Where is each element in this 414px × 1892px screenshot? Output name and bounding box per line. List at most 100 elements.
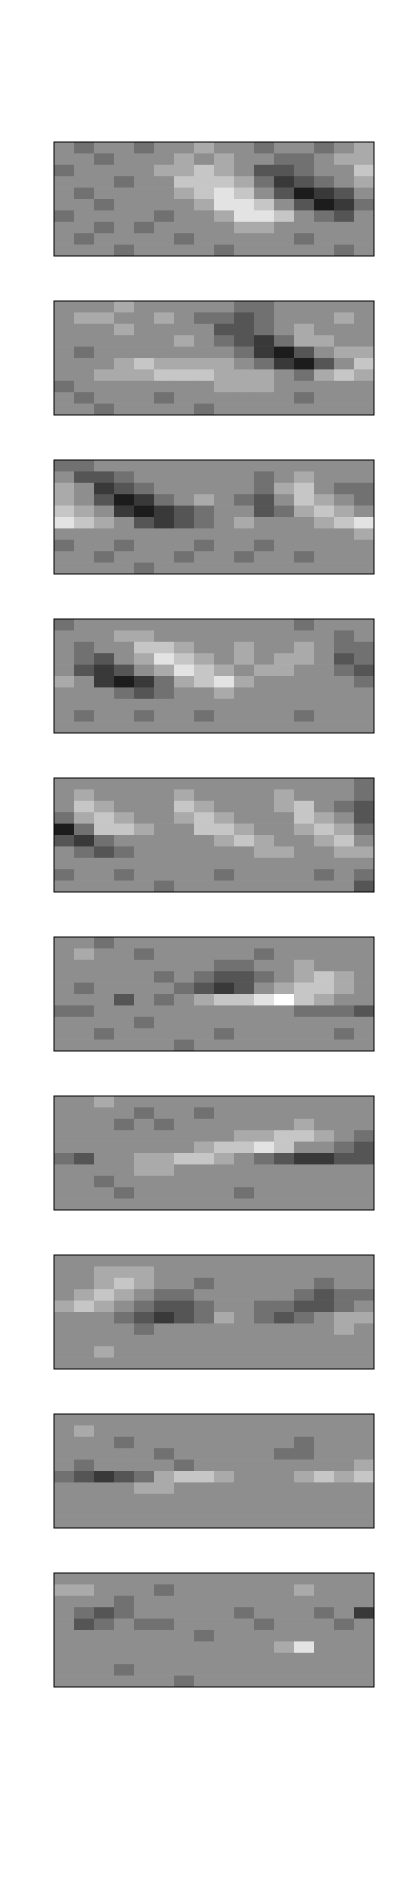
heatmap-cell xyxy=(254,1096,275,1108)
heatmap-cell xyxy=(214,1675,235,1688)
heatmap-cell xyxy=(354,494,375,506)
heatmap-cell xyxy=(54,539,75,552)
heatmap-cell xyxy=(154,959,175,972)
heatmap-cell xyxy=(194,857,215,870)
heatmap-cell xyxy=(54,494,75,506)
heatmap-cell xyxy=(334,698,355,711)
heatmap-cell xyxy=(114,1493,135,1506)
heatmap-cell xyxy=(134,1425,155,1438)
heatmap-cell xyxy=(274,221,295,234)
heatmap-cell xyxy=(214,244,235,257)
heatmap-cell xyxy=(94,994,115,1006)
heatmap-cell xyxy=(214,835,235,847)
heatmap-cell xyxy=(194,1028,215,1040)
heatmap-cell xyxy=(354,323,375,336)
heatmap-cell xyxy=(334,221,355,234)
heatmap-cell xyxy=(354,1425,375,1438)
heatmap xyxy=(53,777,375,893)
heatmap-cell xyxy=(334,471,355,484)
heatmap-cell xyxy=(174,687,195,700)
heatmap-cell xyxy=(114,1425,135,1438)
heatmap-cell xyxy=(334,1141,355,1154)
heatmap-cell xyxy=(354,687,375,700)
heatmap-cell xyxy=(354,392,375,404)
heatmap-cell xyxy=(234,1300,255,1313)
heatmap-cell xyxy=(274,403,295,416)
heatmap-cell xyxy=(354,619,375,631)
heatmap-cell xyxy=(194,392,215,404)
heatmap-cell xyxy=(274,1493,295,1506)
heatmap-cell xyxy=(54,142,75,154)
heatmap-cell xyxy=(214,358,235,370)
heatmap-cell xyxy=(154,210,175,223)
heatmap-cell xyxy=(94,1505,115,1517)
heatmap-cell xyxy=(314,1289,335,1301)
heatmap-cell xyxy=(314,505,335,518)
heatmap-cell xyxy=(94,835,115,847)
heatmap-cell xyxy=(154,1266,175,1279)
heatmap-cell xyxy=(334,1471,355,1483)
heatmap-cell xyxy=(194,1607,215,1619)
heatmap-cell xyxy=(254,1641,275,1654)
heatmap-cell xyxy=(254,1300,275,1313)
heatmap-cell xyxy=(314,312,335,325)
heatmap-cell xyxy=(194,1277,215,1290)
heatmap-cell xyxy=(314,1516,335,1529)
heatmap-cell xyxy=(214,1618,235,1631)
heatmap-cell xyxy=(114,460,135,472)
heatmap-cell xyxy=(334,971,355,983)
heatmap-cell xyxy=(134,528,155,541)
heatmap-cell xyxy=(174,1675,195,1688)
heatmap-cell xyxy=(294,710,315,722)
heatmap-cell xyxy=(354,800,375,813)
heatmap-cell xyxy=(194,1448,215,1460)
heatmap-cell xyxy=(154,800,175,813)
heatmap-cell xyxy=(114,199,135,211)
heatmap-cell xyxy=(354,937,375,949)
heatmap-cell xyxy=(114,641,135,654)
heatmap-cell xyxy=(274,494,295,506)
heatmap-cell xyxy=(114,812,135,824)
heatmap-cell xyxy=(74,380,95,393)
heatmap-cell xyxy=(214,335,235,347)
heatmap-cell xyxy=(174,517,195,529)
heatmap-cell xyxy=(314,1334,335,1347)
heatmap-cell xyxy=(174,1118,195,1131)
heatmap-cell xyxy=(134,1675,155,1688)
heatmap-cell xyxy=(174,551,195,563)
heatmap-cell xyxy=(214,1289,235,1301)
heatmap-cell xyxy=(174,142,195,154)
heatmap-cell xyxy=(74,1039,95,1052)
heatmap-cell xyxy=(254,1039,275,1052)
heatmap-cell xyxy=(334,380,355,393)
heatmap-cell xyxy=(94,369,115,382)
heatmap-cell xyxy=(134,721,155,734)
heatmap-cell xyxy=(274,687,295,700)
heatmap-cell xyxy=(274,630,295,643)
heatmap-cell xyxy=(114,1028,135,1040)
heatmap-cell xyxy=(154,369,175,382)
heatmap-cell xyxy=(294,392,315,404)
heatmap-cell xyxy=(334,1573,355,1585)
heatmap-cell xyxy=(254,937,275,949)
heatmap-cell xyxy=(334,1323,355,1336)
heatmap-cell xyxy=(294,1107,315,1120)
heatmap-cell xyxy=(94,517,115,529)
heatmap-cell xyxy=(54,1493,75,1506)
heatmap-cell xyxy=(54,653,75,665)
heatmap-cell xyxy=(354,403,375,416)
heatmap-cell xyxy=(294,1630,315,1642)
heatmap-cell xyxy=(214,994,235,1006)
heatmap-cell xyxy=(254,517,275,529)
heatmap-cell xyxy=(154,176,175,188)
heatmap-cell xyxy=(134,380,155,393)
heatmap-cell xyxy=(354,312,375,325)
heatmap-cell xyxy=(154,1028,175,1040)
heatmap-cell xyxy=(94,971,115,983)
heatmap-cell xyxy=(294,800,315,813)
heatmap-cell xyxy=(234,971,255,983)
heatmap-cell xyxy=(294,994,315,1006)
heatmap-cell xyxy=(54,1323,75,1336)
heatmap-cell xyxy=(94,539,115,552)
